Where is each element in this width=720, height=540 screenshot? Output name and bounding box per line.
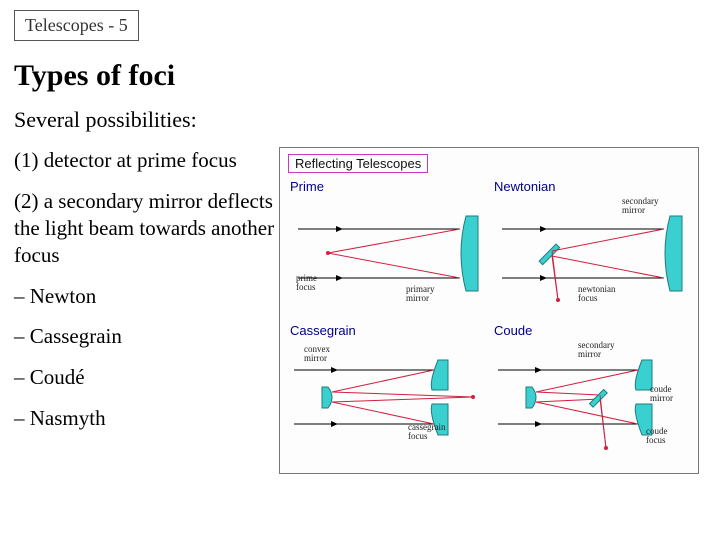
diagram-prime	[288, 196, 483, 311]
sub-cassegrain: – Cassegrain	[14, 323, 279, 350]
figure-box: Reflecting Telescopes Prime	[279, 147, 699, 474]
ann-secondary-mirror-c: secondary mirror	[578, 341, 614, 360]
slide-header: Telescopes - 5	[14, 10, 139, 41]
panel-coude-label: Coude	[494, 323, 690, 338]
panel-prime: Prime prime focus	[288, 179, 486, 319]
ann-newtonian-focus: newtonian focus	[578, 285, 616, 304]
panel-cassegrain: Cassegrain	[288, 323, 486, 463]
sub-nasmyth: – Nasmyth	[14, 405, 279, 432]
point-2: (2) a secondary mirror deflects the ligh…	[14, 188, 279, 269]
slide-subtitle: Several possibilities:	[14, 107, 706, 133]
ann-cassegrain-focus: cassegrain focus	[408, 423, 445, 442]
sub-coude: – Coudé	[14, 364, 279, 391]
ann-secondary-mirror-n: secondary mirror	[622, 197, 658, 216]
ann-prime-focus: prime focus	[296, 274, 317, 293]
ann-coude-focus: coude focus	[646, 427, 668, 446]
panel-cassegrain-label: Cassegrain	[290, 323, 486, 338]
point-1: (1) detector at prime focus	[14, 147, 279, 174]
ann-convex-mirror: convex mirror	[304, 345, 330, 364]
figure-title: Reflecting Telescopes	[288, 154, 428, 173]
text-column: (1) detector at prime focus (2) a second…	[14, 147, 279, 446]
ann-primary-mirror: primary mirror	[406, 285, 435, 304]
slide-title: Types of foci	[14, 59, 706, 93]
panel-newtonian: Newtonian	[492, 179, 690, 319]
ann-coude-mirror: coude mirror	[650, 385, 673, 404]
panel-coude: Coude	[492, 323, 690, 463]
panel-prime-label: Prime	[290, 179, 486, 194]
sub-newton: – Newton	[14, 283, 279, 310]
panel-newtonian-label: Newtonian	[494, 179, 690, 194]
